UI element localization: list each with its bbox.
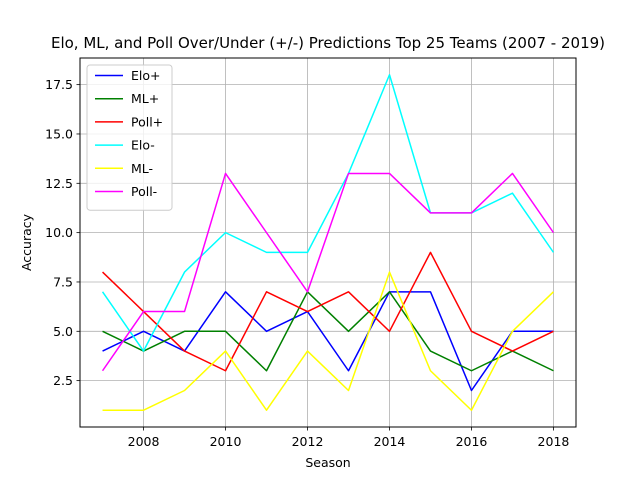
x-tick-label: 2018 — [538, 434, 570, 449]
legend-label-poll-minus: Poll- — [131, 184, 157, 199]
x-tick-label: 2016 — [456, 434, 488, 449]
legend-label-elo-plus: Elo+ — [131, 68, 161, 83]
series-lines — [101, 74, 555, 411]
chart-title: Elo, ML, and Poll Over/Under (+/-) Predi… — [51, 34, 605, 52]
series-line-elo-plus — [102, 291, 554, 392]
legend-label-poll-plus: Poll+ — [131, 114, 163, 129]
y-tick-label: 10.0 — [45, 225, 73, 240]
plot-frame — [79, 57, 577, 428]
series-line-ml-minus — [102, 271, 554, 411]
x-tick-label: 2014 — [374, 434, 406, 449]
x-axis-label: Season — [305, 455, 350, 470]
y-tick-label: 2.5 — [53, 373, 73, 388]
series-line-elo-minus — [101, 74, 555, 352]
x-tick-label: 2012 — [292, 434, 324, 449]
y-tick-label: 15.0 — [45, 126, 73, 141]
y-tick-label: 5.0 — [53, 324, 73, 339]
y-axis: 2.5 5.0 7.5 10.0 12.5 15.0 17.5 — [45, 77, 80, 388]
legend-label-elo-minus: Elo- — [131, 138, 155, 153]
x-axis: 2008 2010 2012 2014 2016 2018 — [128, 427, 570, 449]
y-tick-label: 17.5 — [45, 77, 73, 92]
series-line-ml-plus — [102, 291, 554, 372]
y-tick-label: 7.5 — [53, 274, 73, 289]
x-tick-label: 2008 — [128, 434, 160, 449]
series-line-poll-plus — [102, 251, 554, 372]
legend: Elo+ ML+ Poll+ Elo- ML- Poll- — [86, 64, 173, 211]
legend-box — [86, 64, 173, 211]
legend-label-ml-plus: ML+ — [131, 91, 159, 106]
x-tick-label: 2010 — [210, 434, 242, 449]
legend-label-ml-minus: ML- — [131, 161, 153, 176]
y-tick-label: 12.5 — [45, 176, 73, 191]
y-axis-label: Accuracy — [19, 213, 34, 271]
series-line-poll-minus — [101, 172, 555, 372]
